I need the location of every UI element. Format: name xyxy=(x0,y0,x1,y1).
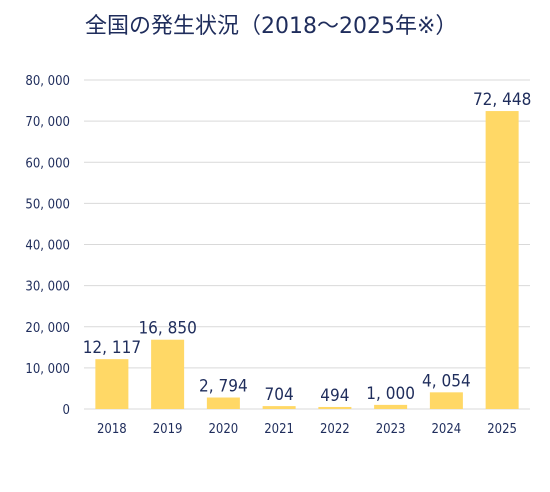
data-label-2025: 72, 448 xyxy=(473,90,531,110)
gridlines xyxy=(84,79,530,410)
bar-2018 xyxy=(95,359,129,409)
y-tick-label: 50, 000 xyxy=(25,197,70,212)
y-tick-label: 20, 000 xyxy=(25,321,70,336)
y-tick-label: 10, 000 xyxy=(25,362,70,377)
bars xyxy=(95,111,519,409)
y-tick-label: 0 xyxy=(63,403,70,418)
x-tick-label: 2023 xyxy=(376,422,406,437)
chart-title: 全国の発生状況（2018〜2025年※） xyxy=(85,14,458,39)
data-label-2022: 494 xyxy=(320,386,349,406)
data-label-2018: 12, 117 xyxy=(83,338,141,358)
bar-2020 xyxy=(206,397,240,409)
y-tick-label: 70, 000 xyxy=(25,115,70,130)
y-tick-label: 40, 000 xyxy=(25,239,70,254)
y-tick-label: 80, 000 xyxy=(25,74,70,89)
data-label-2020: 2, 794 xyxy=(199,377,248,397)
bar-2024 xyxy=(429,392,463,409)
x-tick-label: 2019 xyxy=(153,422,183,437)
bar-2021 xyxy=(262,406,296,409)
x-tick-label: 2021 xyxy=(264,422,294,437)
bar-2019 xyxy=(151,339,185,409)
x-axis-ticks: 2018 2019 2020 2021 2022 2023 2024 2025 xyxy=(97,422,517,437)
bar-2022 xyxy=(318,406,352,409)
data-label-2019: 16, 850 xyxy=(138,319,196,339)
y-tick-label: 30, 000 xyxy=(25,280,70,295)
data-label-2023: 1, 000 xyxy=(366,384,415,404)
x-tick-label: 2024 xyxy=(431,422,461,437)
bar-2025 xyxy=(485,111,519,409)
x-tick-label: 2025 xyxy=(487,422,517,437)
x-tick-label: 2020 xyxy=(208,422,238,437)
y-tick-label: 60, 000 xyxy=(25,156,70,171)
x-tick-label: 2022 xyxy=(320,422,350,437)
bar-2023 xyxy=(374,404,408,409)
y-axis-ticks: 0 10, 000 20, 000 30, 000 40, 000 50, 000 60, … xyxy=(25,74,70,418)
x-tick-label: 2018 xyxy=(97,422,127,437)
data-label-2021: 704 xyxy=(265,385,294,405)
data-label-2024: 4, 054 xyxy=(422,371,471,391)
